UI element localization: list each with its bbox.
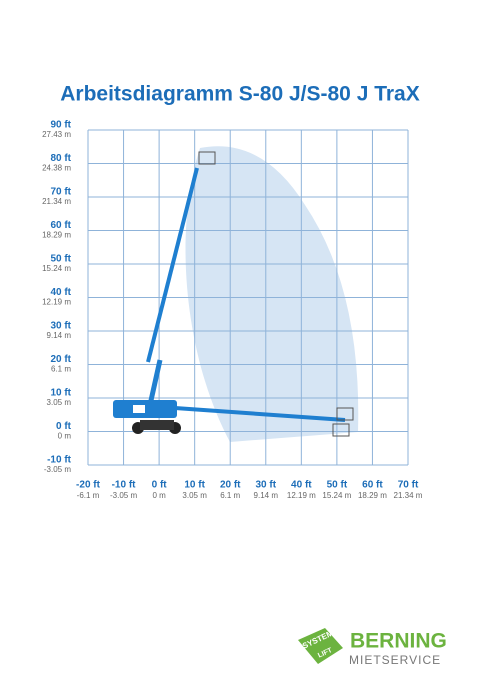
y-tick-metric-label: -3.05 m — [44, 465, 71, 474]
x-tick-metric-label: 18.29 m — [358, 491, 387, 500]
logo-badge — [298, 628, 343, 664]
y-tick-metric-label: 21.34 m — [42, 197, 71, 206]
x-tick-metric-label: -3.05 m — [110, 491, 137, 500]
x-tick-label: 20 ft — [220, 480, 241, 491]
x-tick-metric-label: 15.24 m — [322, 491, 351, 500]
y-tick-label: -10 ft — [47, 455, 72, 466]
x-tick-label: -20 ft — [76, 480, 101, 491]
y-tick-metric-label: 27.43 m — [42, 130, 71, 139]
y-tick-label: 80 ft — [50, 153, 71, 164]
working-envelope — [185, 146, 359, 442]
y-tick-label: 60 ft — [50, 220, 71, 231]
x-tick-metric-label: 9.14 m — [254, 491, 279, 500]
y-tick-metric-label: 18.29 m — [42, 231, 71, 240]
x-tick-metric-label: 21.34 m — [394, 491, 423, 500]
machine — [113, 151, 354, 437]
boom-lower — [147, 359, 163, 406]
platform — [198, 151, 216, 165]
y-tick-label: 50 ft — [50, 254, 71, 265]
x-tick-label: 40 ft — [291, 480, 312, 491]
y-tick-label: 40 ft — [50, 287, 71, 298]
y-tick-metric-label: 0 m — [58, 432, 72, 441]
y-tick-metric-label: 24.38 m — [42, 164, 71, 173]
y-tick-metric-label: 6.1 m — [51, 365, 71, 374]
x-tick-metric-label: 6.1 m — [220, 491, 240, 500]
logo-name: BERNING — [350, 630, 447, 653]
x-tick-label: 50 ft — [327, 480, 348, 491]
boom-horizontal — [174, 406, 346, 422]
y-tick-metric-label: 9.14 m — [47, 331, 72, 340]
y-tick-label: 0 ft — [56, 421, 72, 432]
platform — [336, 407, 354, 421]
x-tick-label: 60 ft — [362, 480, 383, 491]
chassis-detail — [133, 405, 145, 413]
x-tick-label: 70 ft — [398, 480, 419, 491]
logo-subtitle: MIETSERVICE — [349, 653, 441, 667]
x-tick-label: -10 ft — [112, 480, 137, 491]
x-tick-label: 10 ft — [184, 480, 205, 491]
x-tick-metric-label: 3.05 m — [182, 491, 207, 500]
y-tick-metric-label: 15.24 m — [42, 264, 71, 273]
y-tick-metric-label: 3.05 m — [47, 398, 72, 407]
x-tick-label: 30 ft — [255, 480, 276, 491]
chart-title: Arbeitsdiagramm S-80 J/S-80 J TraX — [60, 83, 420, 106]
x-tick-metric-label: 12.19 m — [287, 491, 316, 500]
logo: SYSTEM LIFT BERNING MIETSERVICE — [298, 628, 447, 667]
x-tick-metric-label: -6.1 m — [77, 491, 100, 500]
y-tick-label: 90 ft — [50, 120, 71, 131]
axle — [140, 420, 174, 430]
y-tick-metric-label: 12.19 m — [42, 298, 71, 307]
y-tick-label: 30 ft — [50, 321, 71, 332]
platform — [332, 423, 350, 437]
y-tick-label: 70 ft — [50, 187, 71, 198]
x-tick-metric-label: 0 m — [152, 491, 166, 500]
y-tick-label: 20 ft — [50, 354, 71, 365]
y-tick-label: 10 ft — [50, 388, 71, 399]
x-tick-label: 0 ft — [152, 480, 168, 491]
boom-main — [146, 167, 199, 363]
